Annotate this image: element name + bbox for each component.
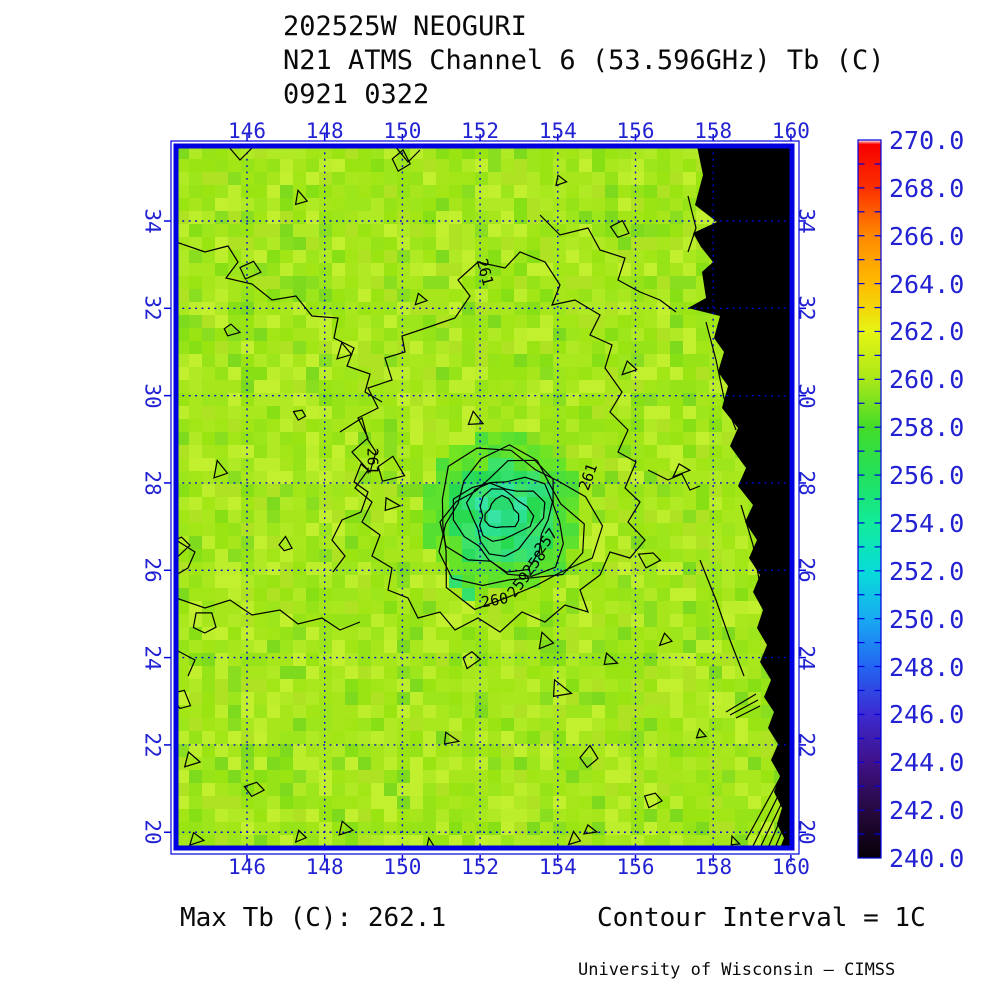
contour-label: 260 <box>480 589 510 611</box>
date-time-title: 0921 0322 <box>283 79 430 110</box>
colorbar-frame <box>857 139 882 859</box>
axis-frame <box>170 140 800 855</box>
tb-contour-lines <box>176 146 792 848</box>
no-data-swath <box>688 146 792 848</box>
sensor-channel-title: N21 ATMS Channel 6 (53.596GHz) Tb (C) <box>283 45 885 76</box>
storm-id-title: 202525W NEOGURI <box>283 11 527 42</box>
figure-title-block: 202525W NEOGURI N21 ATMS Channel 6 (53.5… <box>283 10 884 112</box>
map-border <box>173 143 795 851</box>
axis-tick-marks <box>164 134 806 862</box>
credit-text: University of Wisconsin – CIMSS <box>578 960 896 980</box>
contour-interval-readout: Contour Interval = 1C <box>597 903 926 933</box>
colorbar-tick-marks <box>858 163 881 835</box>
contour-label: 260 <box>705 273 723 300</box>
max-tb-readout: Max Tb (C): 262.1 <box>180 903 447 933</box>
colorbar-gradient <box>858 140 881 858</box>
contour-label: 261 <box>363 448 381 475</box>
